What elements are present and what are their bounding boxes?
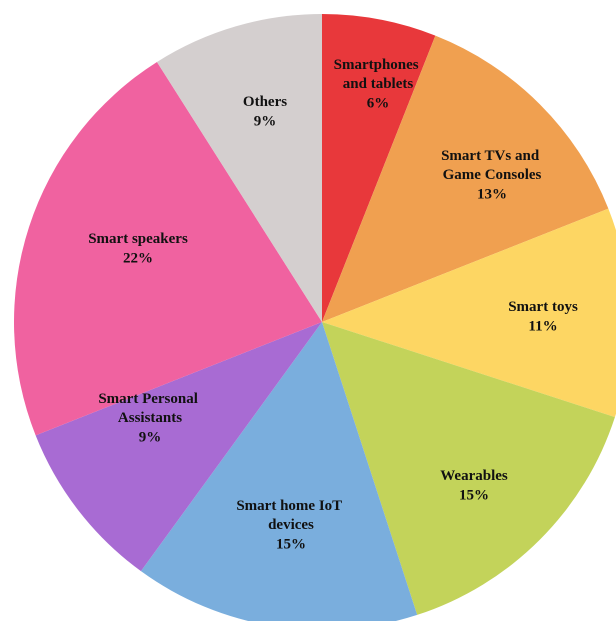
slice-value-label: 15% <box>459 487 489 503</box>
slice-label: Smart Personal Assistants <box>98 391 201 426</box>
pie-slice <box>322 14 436 322</box>
pie-slice <box>322 322 615 615</box>
slice-value-label: 22% <box>123 250 153 266</box>
slice-value-label: 9% <box>254 113 277 129</box>
pie-slice <box>140 322 418 621</box>
slice-label: Wearables <box>440 468 508 484</box>
pie-slice <box>322 208 616 418</box>
pie-slice <box>322 35 609 322</box>
pie-slice <box>13 61 322 436</box>
slice-value-label: 9% <box>139 429 162 445</box>
slice-label: Smart toys <box>508 299 578 315</box>
slice-label: Smart home IoT devices <box>236 498 345 533</box>
slice-label: Smart TVs and Game Consoles <box>441 148 543 183</box>
slice-label: Smart speakers <box>88 231 188 247</box>
slice-value-label: 6% <box>367 95 390 111</box>
slice-value-label: 15% <box>276 536 306 552</box>
slice-label: Smartphones and tablets <box>334 57 423 92</box>
slice-value-label: 11% <box>528 318 557 334</box>
pie-slice <box>35 322 322 572</box>
slice-label: Others <box>243 94 287 110</box>
slice-value-label: 13% <box>477 186 507 202</box>
pie-slice <box>156 14 322 322</box>
